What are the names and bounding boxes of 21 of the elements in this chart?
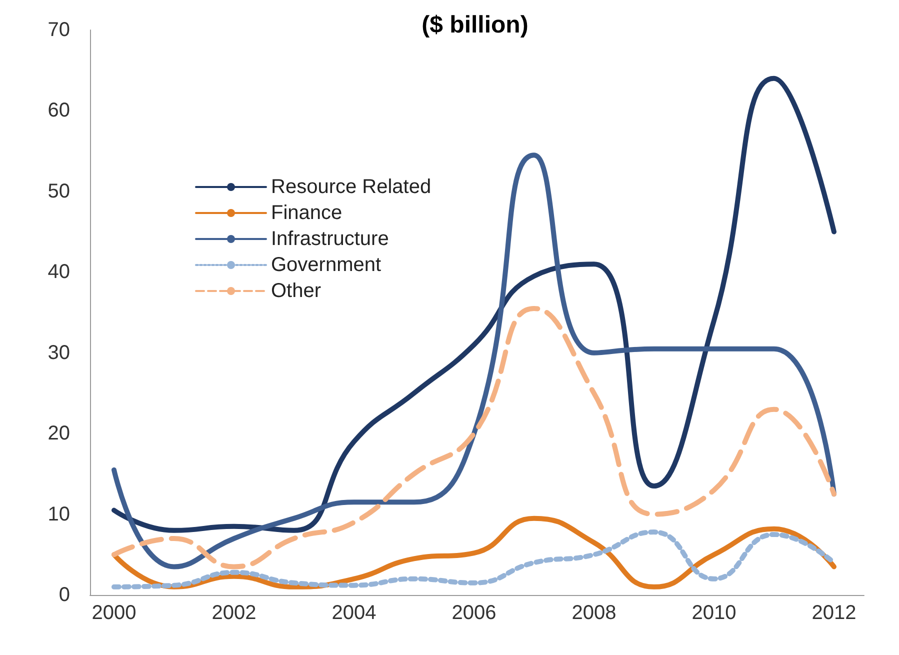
y-tick-label: 30	[48, 342, 70, 364]
legend-label: Finance	[271, 202, 342, 224]
x-tick-label: 2000	[92, 602, 136, 624]
y-tick-label: 50	[48, 180, 70, 202]
x-tick-label: 2004	[332, 602, 376, 624]
chart-subtitle: ($ billion)	[422, 12, 528, 38]
y-tick-label: 40	[48, 261, 70, 284]
y-tick-label: 70	[48, 19, 70, 41]
legend-label: Infrastructure	[271, 228, 389, 250]
legend-label: Other	[271, 280, 322, 302]
y-tick-label: 60	[48, 100, 70, 122]
y-tick-label: 20	[48, 422, 70, 445]
x-tick-label: 2008	[572, 602, 616, 624]
x-tick-label: 2002	[212, 602, 256, 624]
x-tick-label: 2012	[812, 602, 856, 624]
y-tick-label: 10	[48, 503, 70, 526]
x-tick-label: 2006	[452, 602, 496, 624]
y-tick-label: 0	[58, 584, 70, 606]
legend-label: Government	[271, 254, 382, 276]
legend-label: Resource Related	[271, 176, 432, 198]
x-tick-label: 2010	[692, 602, 736, 624]
